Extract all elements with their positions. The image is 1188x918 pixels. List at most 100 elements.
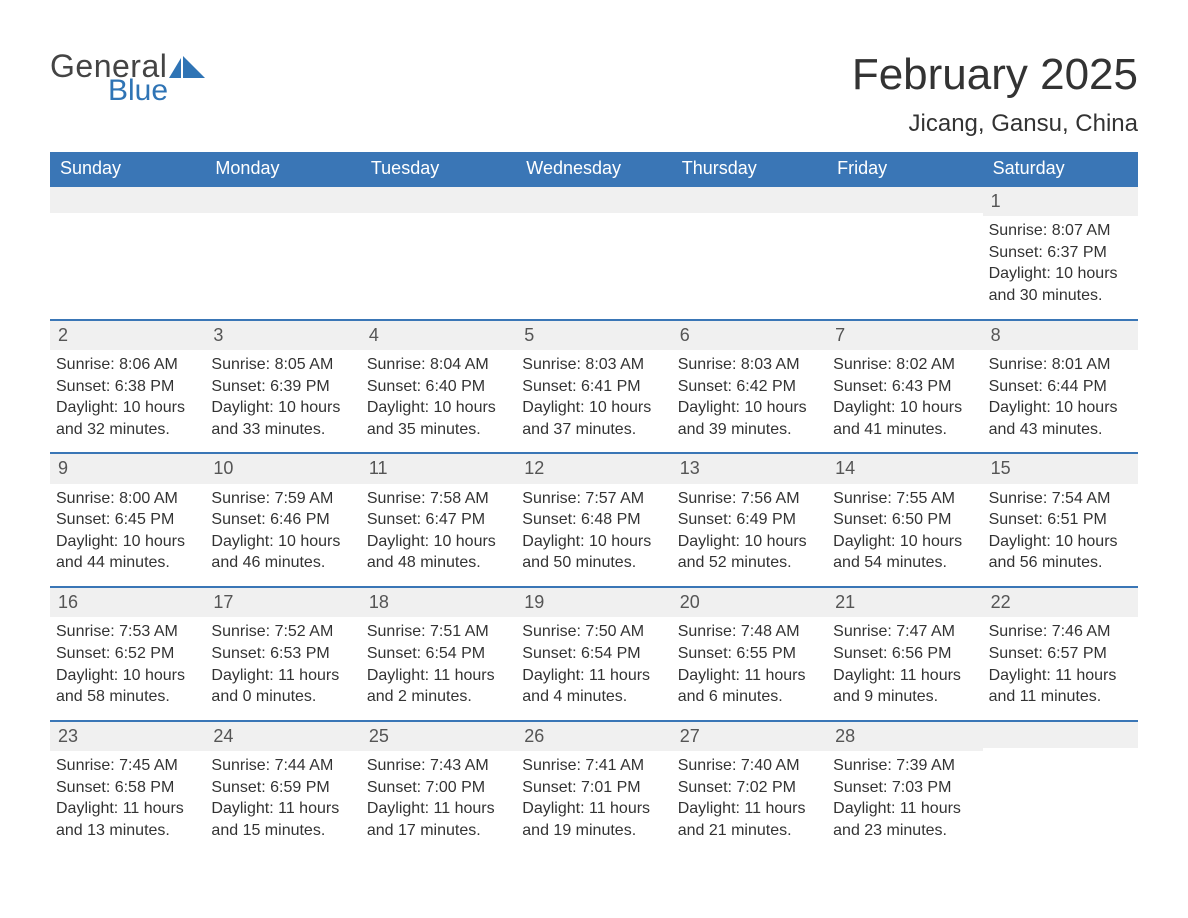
day-cell: 3 Sunrise: 8:05 AMSunset: 6:39 PMDaylight… bbox=[205, 321, 360, 453]
dow-monday: Monday bbox=[205, 152, 360, 187]
day-info: Sunrise: 8:00 AMSunset: 6:45 PMDaylight:… bbox=[56, 488, 197, 574]
day-number: 25 bbox=[361, 722, 516, 751]
logo-text-blue: Blue bbox=[108, 76, 207, 106]
day-info: Sunrise: 8:01 AMSunset: 6:44 PMDaylight:… bbox=[989, 354, 1130, 440]
day-number bbox=[983, 722, 1138, 748]
day-cell: 2 Sunrise: 8:06 AMSunset: 6:38 PMDaylight… bbox=[50, 321, 205, 453]
day-info: Sunrise: 8:03 AMSunset: 6:42 PMDaylight:… bbox=[678, 354, 819, 440]
day-cell: 23Sunrise: 7:45 AMSunset: 6:58 PMDayligh… bbox=[50, 722, 205, 854]
day-number: 1 bbox=[983, 187, 1138, 216]
day-info: Sunrise: 7:51 AMSunset: 6:54 PMDaylight:… bbox=[367, 621, 508, 707]
day-cell: 5Sunrise: 8:03 AMSunset: 6:41 PMDaylight… bbox=[516, 321, 671, 453]
sunset-line: Sunset: 6:40 PM bbox=[367, 376, 508, 398]
daylight-line: Daylight: 10 hours and 37 minutes. bbox=[522, 397, 663, 440]
day-cell: 24Sunrise: 7:44 AMSunset: 6:59 PMDayligh… bbox=[205, 722, 360, 854]
sunrise-line: Sunrise: 7:55 AM bbox=[833, 488, 974, 510]
sunrise-line: Sunrise: 8:02 AM bbox=[833, 354, 974, 376]
day-number bbox=[361, 187, 516, 213]
day-number: 10 bbox=[205, 454, 360, 483]
daylight-line: Daylight: 11 hours and 9 minutes. bbox=[833, 665, 974, 708]
day-info: Sunrise: 7:41 AMSunset: 7:01 PMDaylight:… bbox=[522, 755, 663, 841]
sunrise-line: Sunrise: 8:07 AM bbox=[989, 220, 1130, 242]
sunset-line: Sunset: 6:54 PM bbox=[522, 643, 663, 665]
sunset-line: Sunset: 6:42 PM bbox=[678, 376, 819, 398]
dow-wednesday: Wednesday bbox=[516, 152, 671, 187]
day-cell: 16Sunrise: 7:53 AMSunset: 6:52 PMDayligh… bbox=[50, 588, 205, 720]
month-title: February 2025 bbox=[852, 50, 1138, 100]
day-info: Sunrise: 8:05 AMSunset: 6:39 PMDaylight:… bbox=[211, 354, 352, 440]
day-number: 14 bbox=[827, 454, 982, 483]
sunrise-line: Sunrise: 8:06 AM bbox=[56, 354, 197, 376]
day-info: Sunrise: 8:02 AMSunset: 6:43 PMDaylight:… bbox=[833, 354, 974, 440]
day-number: 20 bbox=[672, 588, 827, 617]
day-info: Sunrise: 8:03 AMSunset: 6:41 PMDaylight:… bbox=[522, 354, 663, 440]
day-number: 7 bbox=[827, 321, 982, 350]
sunset-line: Sunset: 6:37 PM bbox=[989, 242, 1130, 264]
daylight-line: Daylight: 10 hours and 44 minutes. bbox=[56, 531, 197, 574]
day-number: 19 bbox=[516, 588, 671, 617]
day-number bbox=[672, 187, 827, 213]
day-info: Sunrise: 8:06 AMSunset: 6:38 PMDaylight:… bbox=[56, 354, 197, 440]
week-row: 23Sunrise: 7:45 AMSunset: 6:58 PMDayligh… bbox=[50, 720, 1138, 854]
weeks-container: 1Sunrise: 8:07 AMSunset: 6:37 PMDaylight… bbox=[50, 187, 1138, 853]
day-cell: 11 Sunrise: 7:58 AMSunset: 6:47 PMDayligh… bbox=[361, 454, 516, 586]
day-number: 21 bbox=[827, 588, 982, 617]
sunrise-line: Sunrise: 7:51 AM bbox=[367, 621, 508, 643]
day-cell: 9 Sunrise: 8:00 AMSunset: 6:45 PMDaylight… bbox=[50, 454, 205, 586]
sunrise-line: Sunrise: 8:05 AM bbox=[211, 354, 352, 376]
day-info: Sunrise: 8:07 AMSunset: 6:37 PMDaylight:… bbox=[989, 220, 1130, 306]
sunrise-line: Sunrise: 7:50 AM bbox=[522, 621, 663, 643]
day-info: Sunrise: 8:04 AMSunset: 6:40 PMDaylight:… bbox=[367, 354, 508, 440]
day-number: 16 bbox=[50, 588, 205, 617]
day-info: Sunrise: 7:46 AMSunset: 6:57 PMDaylight:… bbox=[989, 621, 1130, 707]
daylight-line: Daylight: 11 hours and 21 minutes. bbox=[678, 798, 819, 841]
sunset-line: Sunset: 6:49 PM bbox=[678, 509, 819, 531]
day-info: Sunrise: 7:47 AMSunset: 6:56 PMDaylight:… bbox=[833, 621, 974, 707]
day-info: Sunrise: 7:44 AMSunset: 6:59 PMDaylight:… bbox=[211, 755, 352, 841]
daylight-line: Daylight: 10 hours and 35 minutes. bbox=[367, 397, 508, 440]
week-row: 2Sunrise: 8:06 AMSunset: 6:38 PMDaylight… bbox=[50, 319, 1138, 453]
daylight-line: Daylight: 11 hours and 2 minutes. bbox=[367, 665, 508, 708]
sunset-line: Sunset: 6:56 PM bbox=[833, 643, 974, 665]
daylight-line: Daylight: 11 hours and 6 minutes. bbox=[678, 665, 819, 708]
day-number: 28 bbox=[827, 722, 982, 751]
sunrise-line: Sunrise: 8:00 AM bbox=[56, 488, 197, 510]
dow-thursday: Thursday bbox=[672, 152, 827, 187]
sunrise-line: Sunrise: 8:04 AM bbox=[367, 354, 508, 376]
day-number: 11 bbox=[361, 454, 516, 483]
sunrise-line: Sunrise: 7:40 AM bbox=[678, 755, 819, 777]
day-number: 9 bbox=[50, 454, 205, 483]
sunrise-line: Sunrise: 7:59 AM bbox=[211, 488, 352, 510]
day-cell: 18Sunrise: 7:51 AMSunset: 6:54 PMDayligh… bbox=[361, 588, 516, 720]
sunrise-line: Sunrise: 7:39 AM bbox=[833, 755, 974, 777]
day-number bbox=[205, 187, 360, 213]
day-cell: 15Sunrise: 7:54 AMSunset: 6:51 PMDayligh… bbox=[983, 454, 1138, 586]
sunset-line: Sunset: 6:55 PM bbox=[678, 643, 819, 665]
daylight-line: Daylight: 10 hours and 30 minutes. bbox=[989, 263, 1130, 306]
sunset-line: Sunset: 6:38 PM bbox=[56, 376, 197, 398]
daylight-line: Daylight: 11 hours and 11 minutes. bbox=[989, 665, 1130, 708]
day-cell: 8Sunrise: 8:01 AMSunset: 6:44 PMDaylight… bbox=[983, 321, 1138, 453]
day-info: Sunrise: 7:54 AMSunset: 6:51 PMDaylight:… bbox=[989, 488, 1130, 574]
dow-sunday: Sunday bbox=[50, 152, 205, 187]
title-block: February 2025 Jicang, Gansu, China bbox=[852, 50, 1138, 138]
sunrise-line: Sunrise: 8:03 AM bbox=[522, 354, 663, 376]
sunrise-line: Sunrise: 7:45 AM bbox=[56, 755, 197, 777]
day-number: 26 bbox=[516, 722, 671, 751]
sunrise-line: Sunrise: 7:57 AM bbox=[522, 488, 663, 510]
day-cell: 20Sunrise: 7:48 AMSunset: 6:55 PMDayligh… bbox=[672, 588, 827, 720]
sunrise-line: Sunrise: 7:41 AM bbox=[522, 755, 663, 777]
day-cell bbox=[672, 187, 827, 319]
day-info: Sunrise: 7:58 AMSunset: 6:47 PMDaylight:… bbox=[367, 488, 508, 574]
sunset-line: Sunset: 6:50 PM bbox=[833, 509, 974, 531]
sunset-line: Sunset: 7:03 PM bbox=[833, 777, 974, 799]
day-number: 3 bbox=[205, 321, 360, 350]
dow-saturday: Saturday bbox=[983, 152, 1138, 187]
sunset-line: Sunset: 6:46 PM bbox=[211, 509, 352, 531]
day-number bbox=[50, 187, 205, 213]
sunset-line: Sunset: 6:39 PM bbox=[211, 376, 352, 398]
daylight-line: Daylight: 11 hours and 15 minutes. bbox=[211, 798, 352, 841]
day-cell: 4Sunrise: 8:04 AMSunset: 6:40 PMDaylight… bbox=[361, 321, 516, 453]
day-number: 2 bbox=[50, 321, 205, 350]
daylight-line: Daylight: 10 hours and 41 minutes. bbox=[833, 397, 974, 440]
